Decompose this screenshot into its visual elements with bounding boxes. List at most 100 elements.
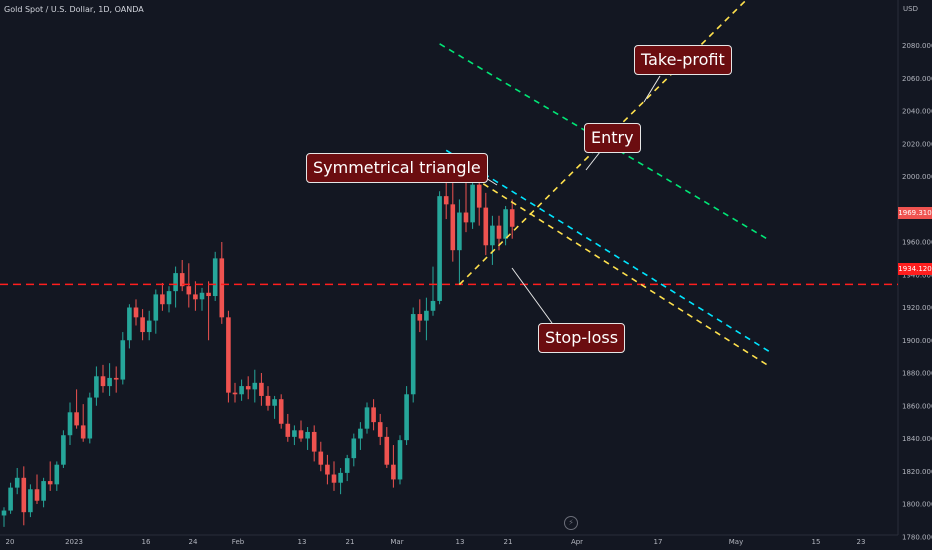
time-tick-label: 23 <box>857 538 866 546</box>
candle-body <box>94 376 99 398</box>
candle-body <box>100 376 106 387</box>
candle-body <box>404 394 409 441</box>
time-tick-label: Mar <box>390 538 403 546</box>
price-tick-label: 1780.000 <box>902 533 932 541</box>
candle-body <box>133 307 139 318</box>
candle-body <box>120 340 126 380</box>
time-tick-label: 13 <box>456 538 465 546</box>
time-tick-label: 20 <box>6 538 15 546</box>
candle-body <box>113 377 119 380</box>
candle-body <box>397 440 403 480</box>
time-tick-label: 13 <box>298 538 307 546</box>
time-axis: 20 2023 16 24 Feb 13 21 Mar 13 21 Apr 17 May 15 23 <box>6 538 866 546</box>
time-tick-label: Apr <box>571 538 583 546</box>
candle-body <box>1 510 7 516</box>
time-tick-label: Feb <box>232 538 245 546</box>
candle-body <box>47 481 53 485</box>
time-tick-label: 2023 <box>65 538 83 546</box>
candle-body <box>54 464 60 485</box>
candle-body <box>107 377 112 387</box>
time-tick-label: 21 <box>346 538 355 546</box>
candle-body <box>226 317 231 393</box>
candle-body <box>470 184 475 223</box>
time-tick-label: 21 <box>504 538 513 546</box>
candle-body <box>298 430 304 439</box>
candles <box>1 160 515 527</box>
candle-body <box>417 314 423 321</box>
candle-body <box>14 477 20 488</box>
candle-body <box>331 474 337 483</box>
candle-body <box>476 184 482 208</box>
candle-body <box>338 472 343 483</box>
candle-body <box>259 382 264 396</box>
triangle-upper-line <box>445 159 771 368</box>
candle-body <box>292 430 297 437</box>
entry-callout[interactable]: Entry <box>584 123 641 153</box>
candle-body <box>430 300 436 311</box>
candle-body <box>509 209 515 227</box>
candle-body <box>358 428 363 439</box>
take-profit-callout[interactable]: Take-profit <box>634 45 732 75</box>
candle-body <box>146 320 152 333</box>
price-tick-label: 2060.000 <box>902 75 932 83</box>
candle-body <box>391 464 396 480</box>
candle-body <box>443 196 449 205</box>
candle-body <box>424 310 429 321</box>
candle-body <box>206 292 211 297</box>
cyan-trend-line <box>445 149 771 353</box>
candle-body <box>80 425 86 439</box>
price-tick-label: 2040.000 <box>902 108 932 116</box>
candle-body <box>305 431 310 439</box>
price-tick-label: 1940.000 <box>902 271 932 279</box>
candle-body <box>483 207 489 246</box>
price-tick-label: 2000.000 <box>902 173 932 181</box>
candle-body <box>503 209 508 239</box>
candle-body <box>344 458 350 473</box>
price-tick-label: 2020.000 <box>902 140 932 148</box>
price-tick-label: 1840.000 <box>902 435 932 443</box>
candle-body <box>212 258 218 297</box>
take-profit-connector <box>643 75 661 103</box>
price-tick-label: 1820.000 <box>902 468 932 476</box>
tradingview-logo-icon[interactable]: ⚡ <box>564 516 578 530</box>
candle-body <box>140 317 145 333</box>
candle-body <box>160 294 165 305</box>
candle-body <box>285 423 291 437</box>
stop-loss-callout[interactable]: Stop-loss <box>538 323 626 353</box>
candle-body <box>173 273 178 292</box>
candle-body <box>28 489 33 513</box>
candle-body <box>74 412 79 426</box>
symmetrical-triangle-callout[interactable]: Symmetrical triangle <box>306 153 488 183</box>
candle-body <box>450 204 456 251</box>
price-axis-bg <box>898 0 932 550</box>
candle-body <box>384 436 390 465</box>
candle-body <box>496 225 502 239</box>
candle-body <box>232 392 238 395</box>
entry-connector <box>585 151 601 171</box>
candle-body <box>127 307 132 341</box>
symbol-header: Gold Spot / U.S. Dollar, 1D, OANDA <box>4 5 144 14</box>
candle-body <box>325 464 330 475</box>
candle-body <box>153 294 159 321</box>
candle-body <box>21 477 27 513</box>
price-tick-label: 1880.000 <box>902 370 932 378</box>
candle-body <box>364 407 370 429</box>
candle-body <box>166 291 172 305</box>
time-tick-label: May <box>729 538 743 546</box>
time-tick-label: 15 <box>812 538 821 546</box>
triangle-lower-line <box>458 0 748 286</box>
last-price-tag: 1969.310 <box>898 207 932 219</box>
stop-loss-connector <box>511 267 553 324</box>
candle-body <box>245 386 251 390</box>
candle-body <box>67 412 73 436</box>
stop-level-tag: 1934.120 <box>898 263 932 275</box>
price-tick-label: 1900.000 <box>902 337 932 345</box>
price-tick-label: 2080.000 <box>902 42 932 50</box>
candle-body <box>410 314 416 395</box>
candle-body <box>490 225 495 246</box>
price-tick-label: 1920.000 <box>902 304 932 312</box>
candle-body <box>351 438 357 459</box>
price-tick-label: 1860.000 <box>902 402 932 410</box>
candle-body <box>8 487 13 511</box>
